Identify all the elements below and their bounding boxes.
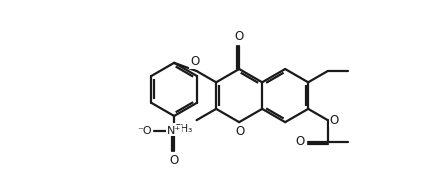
Text: O: O [236,125,245,138]
Text: O: O [234,30,244,43]
Text: O: O [169,154,179,167]
Text: ⁻O: ⁻O [137,126,152,136]
Text: O: O [190,55,199,68]
Text: CH₃: CH₃ [173,123,193,133]
Text: O: O [296,135,305,148]
Text: N⁺: N⁺ [167,126,181,136]
Text: O: O [329,114,338,127]
